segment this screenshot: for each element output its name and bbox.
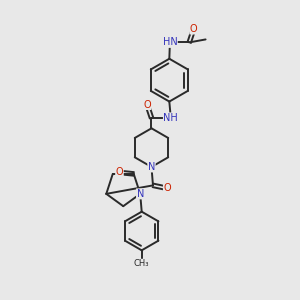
- Text: N: N: [136, 189, 144, 199]
- Text: NH: NH: [164, 113, 178, 123]
- Text: HN: HN: [163, 38, 177, 47]
- Text: O: O: [164, 183, 171, 193]
- Text: N: N: [148, 162, 155, 172]
- Text: O: O: [143, 100, 151, 110]
- Text: CH₃: CH₃: [134, 259, 149, 268]
- Text: O: O: [116, 167, 123, 177]
- Text: O: O: [190, 24, 197, 34]
